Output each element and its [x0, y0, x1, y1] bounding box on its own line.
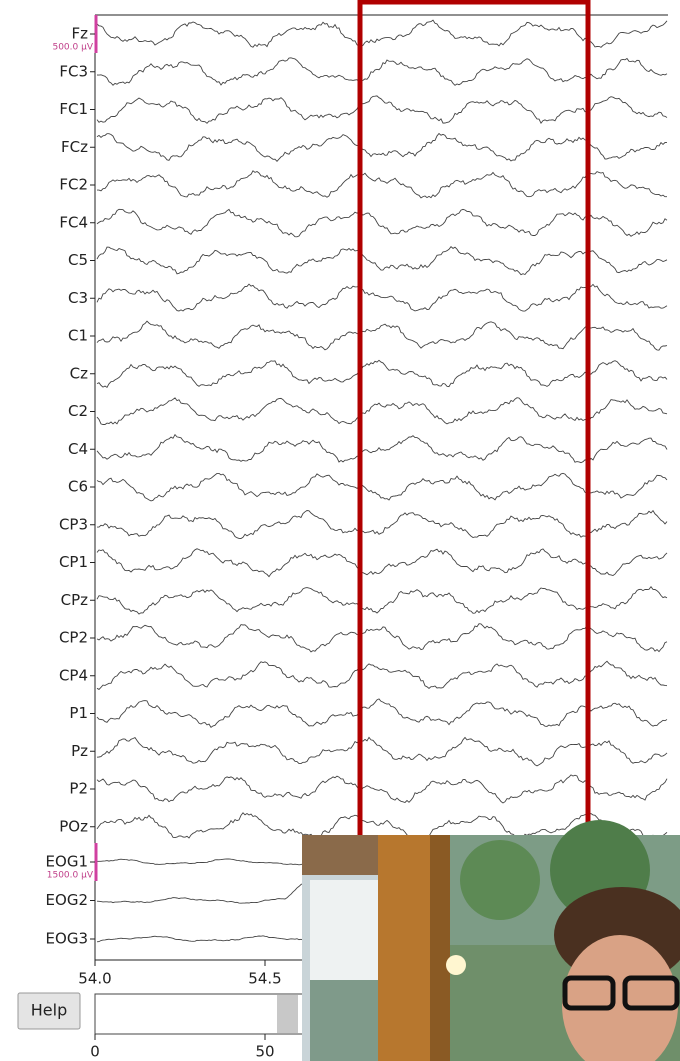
scroll-tick-label: 0	[90, 1043, 100, 1061]
eeg-trace	[96, 623, 668, 653]
channel-label: CP3	[59, 515, 88, 533]
eeg-trace	[96, 359, 668, 389]
eeg-trace	[96, 283, 668, 312]
eog-label: EOG1	[46, 853, 88, 871]
eeg-trace	[96, 736, 668, 767]
eeg-trace	[96, 246, 668, 276]
channel-label: Cz	[70, 364, 88, 382]
channel-label: C5	[68, 251, 88, 269]
channel-label: Pz	[71, 742, 88, 760]
channel-label: FC3	[59, 62, 88, 80]
eeg-trace	[96, 774, 668, 804]
channel-label: POz	[59, 817, 88, 835]
traces	[96, 19, 668, 943]
help-button-bg[interactable]	[17, 992, 81, 1030]
channel-label: C2	[68, 402, 88, 420]
eeg-trace	[96, 660, 668, 690]
lamp	[446, 955, 466, 975]
eeg-trace	[96, 208, 668, 238]
channel-label: CP4	[59, 666, 88, 684]
channel-label: FC4	[59, 213, 88, 231]
channel-label: C6	[68, 478, 88, 496]
scroll-thumb[interactable]	[277, 995, 298, 1033]
channel-label: P1	[69, 704, 88, 722]
scroll-tick-label: 50	[255, 1043, 274, 1061]
help-button[interactable]: Help	[17, 992, 81, 1030]
wood-frame-edge	[430, 835, 450, 1061]
eeg-trace	[96, 548, 668, 578]
face	[562, 935, 678, 1061]
channel-label: Fz	[71, 25, 88, 43]
time-tick-label: 54.5	[248, 970, 281, 988]
eeg-trace	[96, 472, 668, 502]
channel-label: C4	[68, 440, 88, 458]
eeg-trace	[96, 812, 668, 841]
channel-label: C1	[68, 327, 88, 345]
eeg-trace	[96, 585, 668, 615]
glasses-left	[562, 975, 616, 1011]
help-label[interactable]: Help	[31, 1001, 67, 1020]
eeg-trace	[96, 433, 668, 464]
eeg-trace	[97, 509, 668, 539]
webcam-overlay	[302, 820, 680, 1061]
window-top	[302, 835, 382, 875]
eeg-trace	[96, 698, 668, 729]
channel-label: FC2	[59, 176, 88, 194]
eog-label: EOG3	[46, 930, 88, 948]
channel-label: FCz	[61, 138, 88, 156]
eeg-scale: 500.0 µV	[52, 43, 93, 53]
channel-label: FC1	[59, 100, 88, 118]
channel-label: C3	[68, 289, 88, 307]
channel-label: P2	[69, 780, 88, 798]
eeg-trace	[96, 19, 668, 48]
glasses-right	[622, 975, 680, 1011]
eog-scale: 1500.0 µV	[47, 871, 94, 881]
channel-label: CPz	[61, 591, 89, 609]
time-tick-label: 54.0	[78, 970, 111, 988]
eeg-trace	[96, 95, 668, 125]
channel-label: CP2	[59, 629, 88, 647]
eeg-trace	[96, 397, 668, 425]
wood-frame	[378, 835, 430, 1061]
tree	[460, 840, 540, 920]
selection-box	[357, 0, 591, 855]
eeg-trace	[96, 320, 668, 351]
eeg-trace	[97, 170, 667, 199]
eeg-trace	[96, 57, 668, 86]
eeg-trace	[96, 132, 668, 162]
eog-label: EOG2	[46, 891, 88, 909]
window-lower	[310, 980, 380, 1061]
channel-label: CP1	[59, 553, 88, 571]
window-glare	[310, 880, 380, 980]
